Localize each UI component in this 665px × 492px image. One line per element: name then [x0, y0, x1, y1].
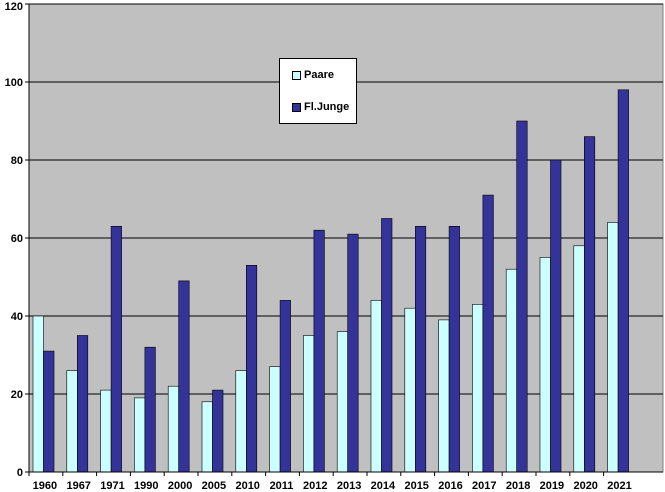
- bar-paare-2016: [438, 319, 450, 473]
- bar-fl-junge-2011: [279, 300, 291, 473]
- bar-paare-2020: [573, 245, 585, 473]
- bar-fl-junge-1990: [144, 346, 156, 473]
- bar-fl-junge-1971: [110, 226, 122, 473]
- bar-paare-1960: [32, 315, 44, 473]
- x-tick-label: 2015: [404, 480, 428, 492]
- x-tick-label: 1990: [134, 480, 158, 492]
- bar-paare-2019: [539, 257, 551, 473]
- bar-paare-2005: [201, 401, 213, 473]
- y-tick-label: 120: [5, 1, 23, 13]
- bar-fl-junge-2012: [313, 229, 325, 473]
- y-tick-label: 0: [17, 467, 23, 479]
- x-tick-label: 2013: [337, 480, 361, 492]
- legend-item-fl-junge: Fl.Junge: [292, 101, 349, 113]
- bar-fl-junge-2010: [246, 264, 258, 473]
- x-tick-label: 2010: [235, 480, 259, 492]
- y-tick-label: 40: [11, 311, 23, 323]
- x-tick-label: 2019: [540, 480, 564, 492]
- x-tick-label: 2017: [472, 480, 496, 492]
- x-tick-label: 2014: [371, 480, 396, 492]
- x-tick-label: 2011: [270, 480, 294, 492]
- bar-fl-junge-2017: [482, 194, 494, 473]
- bar-paare-2011: [269, 366, 281, 473]
- bar-paare-2015: [404, 307, 416, 473]
- bar-fl-junge-2014: [381, 218, 393, 473]
- x-tick-label: 2018: [506, 480, 530, 492]
- bar-paare-2010: [235, 370, 247, 473]
- bar-paare-2013: [336, 331, 349, 473]
- x-tick-labels: 1960 1967 1971 1990 2000 2005 2010 2011 2012 2013…: [28, 472, 632, 492]
- y-tick-labels: 0 20 40 60 80 100 120: [5, 1, 29, 479]
- bar-fl-junge-2021: [617, 89, 629, 473]
- x-tick-label: 1967: [66, 480, 90, 492]
- bar-fl-junge-2020: [583, 136, 596, 473]
- bar-fl-junge-1960: [43, 350, 55, 473]
- y-tick-label: 100: [5, 77, 23, 89]
- bar-fl-junge-1967: [77, 335, 89, 473]
- x-tick-label: 2021: [607, 480, 631, 492]
- bar-paare-1967: [66, 370, 78, 473]
- x-tick-label: 1971: [100, 480, 124, 492]
- bar-fl-junge-2000: [178, 280, 190, 473]
- legend-swatch-paare: [292, 70, 301, 80]
- bar-paare-1990: [134, 397, 146, 473]
- legend-item-paare: Paare: [292, 69, 334, 81]
- x-tick-label: 2000: [168, 480, 192, 492]
- bar-fl-junge-2013: [347, 233, 359, 473]
- x-tick-label: 2020: [573, 480, 597, 492]
- bar-fl-junge-2018: [516, 120, 528, 473]
- bar-fl-junge-2019: [550, 159, 562, 473]
- bar-fl-junge-2005: [212, 389, 224, 473]
- bar-paare-2000: [167, 385, 179, 473]
- bars: [32, 89, 629, 473]
- x-tick-label: 2005: [202, 480, 226, 492]
- bar-paare-1971: [100, 389, 112, 473]
- x-tick-label: 2016: [438, 480, 462, 492]
- bar-paare-2014: [370, 300, 382, 473]
- legend-swatch-fl-junge: [292, 102, 301, 112]
- legend-label-fl-junge: Fl.Junge: [304, 101, 350, 113]
- legend-label-paare: Paare: [304, 69, 334, 81]
- bar-fl-junge-2015: [414, 226, 427, 473]
- x-tick-label: 1960: [33, 480, 57, 492]
- bar-paare-2017: [472, 303, 484, 473]
- y-tick-label: 20: [11, 389, 23, 401]
- y-tick-label: 80: [11, 155, 23, 167]
- bar-paare-2018: [505, 268, 518, 473]
- bar-paare-2012: [303, 335, 315, 473]
- y-tick-label: 60: [11, 233, 23, 245]
- x-tick-label: 2012: [303, 480, 327, 492]
- bar-paare-2021: [607, 222, 619, 473]
- legend: Paare Fl.Junge: [279, 58, 357, 124]
- bar-fl-junge-2016: [448, 226, 460, 473]
